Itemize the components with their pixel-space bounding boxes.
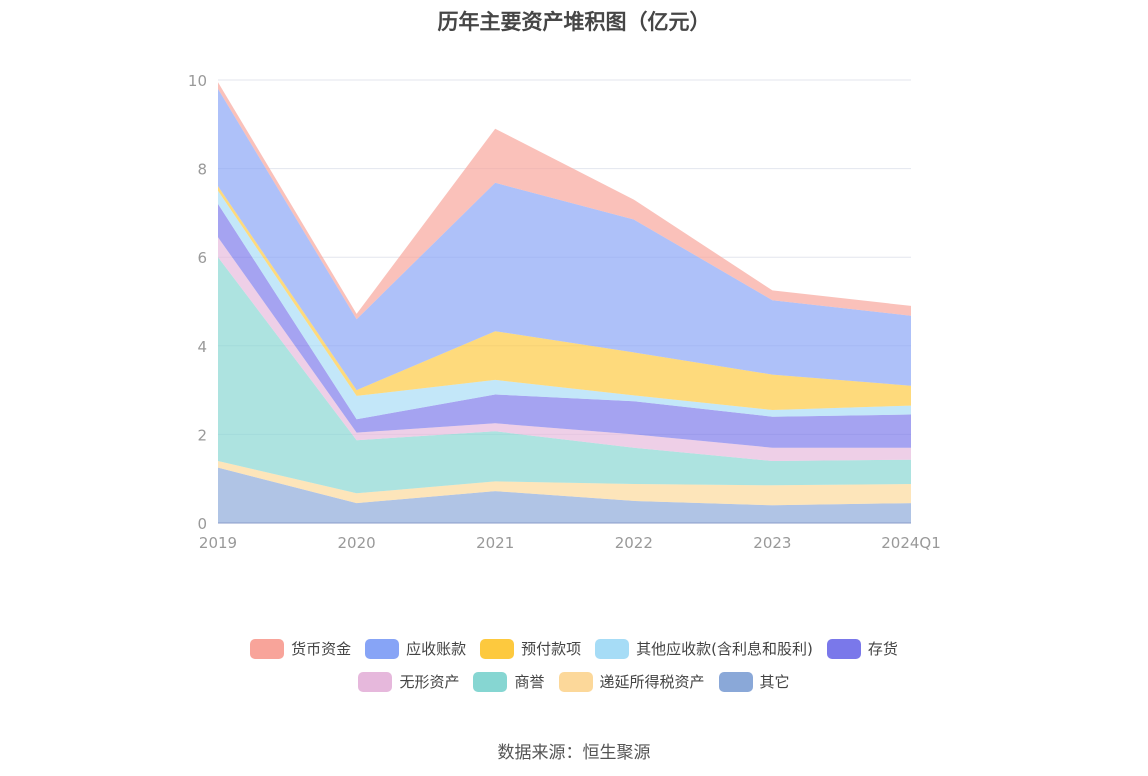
legend-swatch [718, 671, 753, 692]
legend-label: 商誉 [514, 673, 545, 691]
area-series [218, 461, 911, 506]
legend-swatch [558, 671, 593, 692]
area-series [218, 204, 911, 448]
legend-row: 货币资金 应收账款 预付款项 其他应收款(含利息和股利) 存货 [0, 638, 1148, 659]
x-tick-label: 2022 [615, 534, 653, 552]
x-tick-label: 2021 [476, 534, 514, 552]
legend-label: 无形资产 [399, 673, 460, 691]
area-series [218, 467, 911, 523]
legend-label: 其他应收款(含利息和股利) [636, 640, 813, 658]
stacked-area-chart: 0 2 4 6 8 10 2019 2020 2021 2022 2023 2024Q1 [188, 72, 941, 552]
x-tick-label: 2019 [199, 534, 237, 552]
legend-label: 货币资金 [291, 640, 352, 658]
area-series [218, 186, 911, 410]
area-series [218, 257, 911, 494]
legend-item[interactable]: 商誉 [473, 671, 545, 692]
legend-item[interactable]: 其它 [718, 671, 790, 692]
legend-swatch [358, 671, 393, 692]
y-tick-label: 2 [197, 426, 207, 444]
legend-label: 其它 [759, 673, 790, 691]
legend-label: 应收账款 [406, 640, 467, 658]
legend-item[interactable]: 递延所得税资产 [558, 671, 705, 692]
chart-title: 历年主要资产堆积图（亿元） [437, 10, 711, 34]
y-tick-label: 8 [197, 161, 207, 179]
legend-item[interactable]: 无形资产 [358, 671, 459, 692]
legend-item[interactable]: 应收账款 [365, 638, 466, 659]
legend-swatch [480, 638, 515, 659]
area-layer [218, 82, 911, 523]
legend-swatch [826, 638, 861, 659]
legend-item[interactable]: 存货 [826, 638, 898, 659]
legend-item[interactable]: 预付款项 [480, 638, 581, 659]
legend-label: 预付款项 [521, 640, 582, 658]
y-tick-label: 4 [197, 338, 207, 356]
legend-label: 递延所得税资产 [599, 673, 705, 691]
legend-swatch [595, 638, 630, 659]
y-tick-label: 10 [188, 72, 207, 90]
axes: 0 2 4 6 8 10 2019 2020 2021 2022 2023 2024Q1 [188, 72, 941, 552]
area-series [218, 88, 911, 391]
legend-label: 存货 [867, 640, 898, 658]
legend-swatch [473, 671, 508, 692]
data-source: 数据来源：恒生聚源 [497, 743, 651, 763]
legend-item[interactable]: 其他应收款(含利息和股利) [595, 638, 813, 659]
x-tick-label: 2023 [753, 534, 791, 552]
legend-swatch [250, 638, 285, 659]
x-tick-label: 2024Q1 [881, 534, 941, 552]
area-series [218, 82, 911, 320]
y-tick-label: 6 [197, 249, 207, 267]
legend-row: 无形资产 商誉 递延所得税资产 其它 [0, 671, 1148, 692]
legend: 货币资金 应收账款 预付款项 其他应收款(含利息和股利) 存货无形资产 商誉 递延所得税资产… [0, 638, 1148, 704]
y-tick-label: 0 [197, 515, 207, 533]
legend-swatch [365, 638, 400, 659]
legend-item[interactable]: 货币资金 [250, 638, 351, 659]
x-tick-label: 2020 [338, 534, 376, 552]
